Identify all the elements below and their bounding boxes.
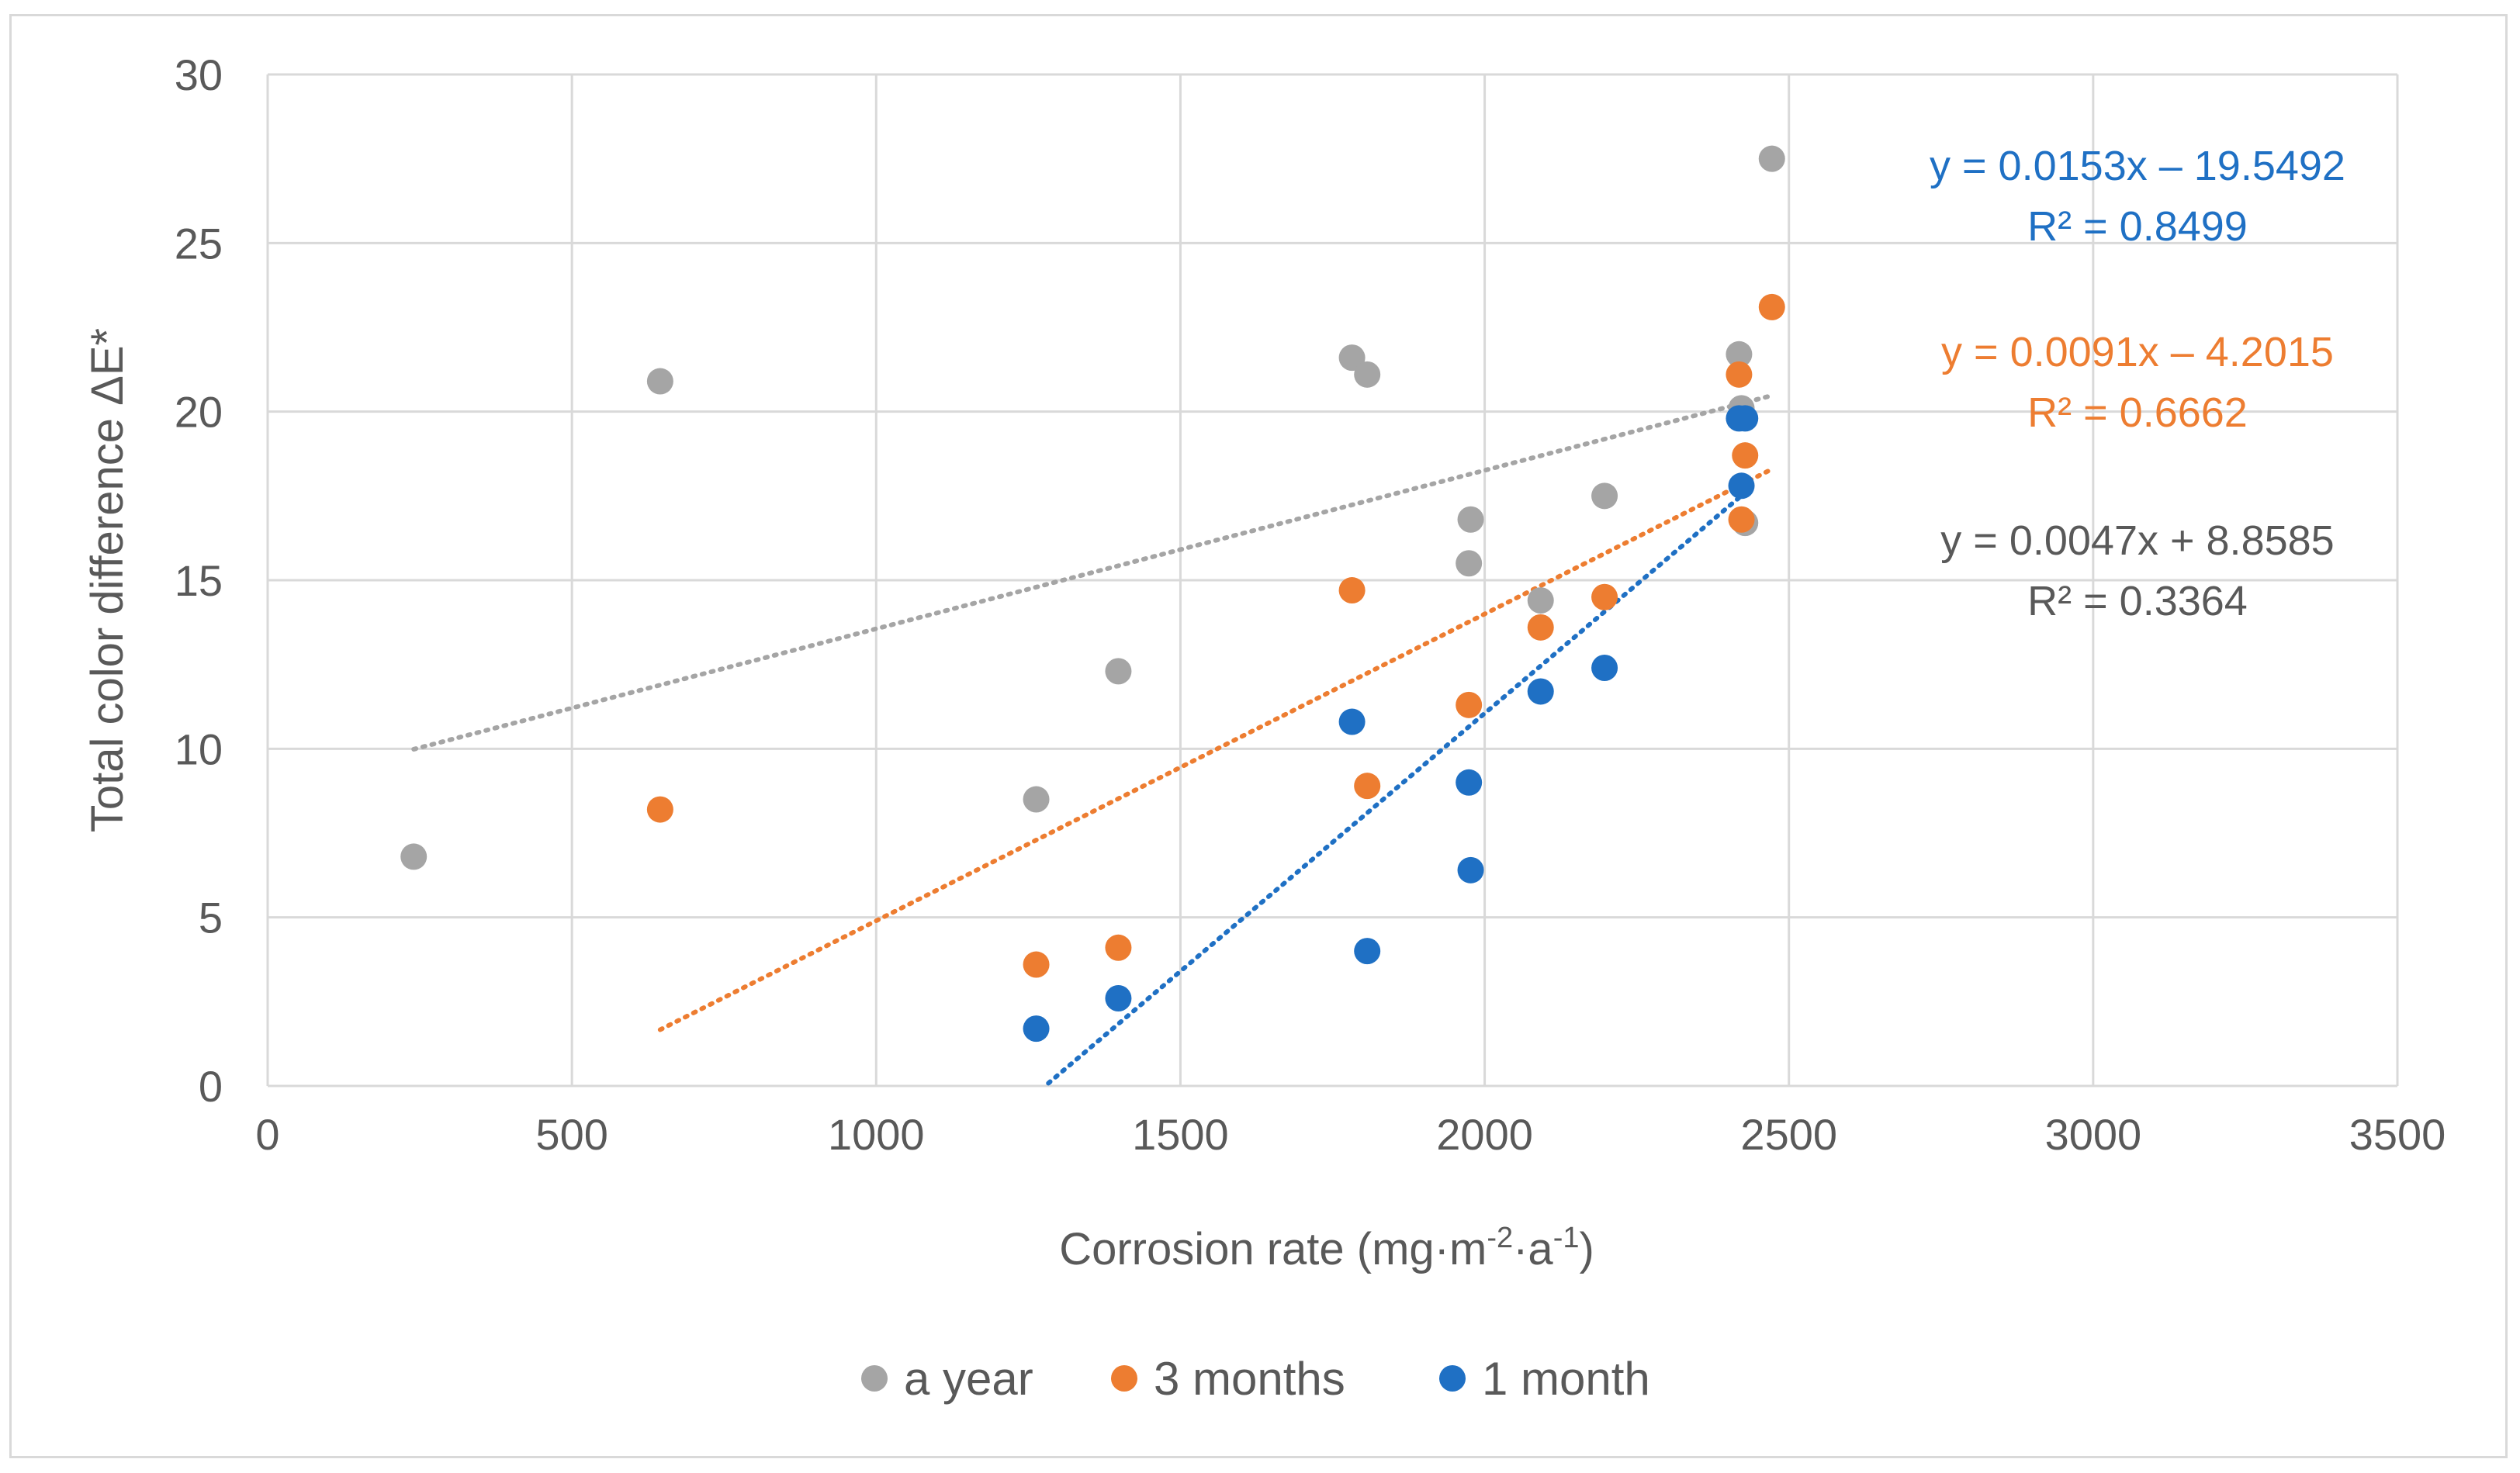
point-1-month — [1457, 856, 1484, 883]
point-3-months — [1728, 506, 1755, 533]
trendline-equations: y = 0.0047x + 8.8585 R² = 0.3364 y = 0.009… — [1930, 143, 2345, 624]
x-tick-label: 1500 — [1132, 1110, 1229, 1159]
trendline-a-year — [411, 392, 1774, 752]
point-a-year — [1457, 506, 1484, 533]
trendline-3-months — [657, 466, 1774, 1032]
point-a-year — [1758, 145, 1785, 172]
point-3-months — [1527, 614, 1554, 641]
tick-labels: 0 5 10 15 20 25 30 0 500 1000 1500 2000 2500 3000 3500 — [175, 50, 2446, 1159]
point-a-year — [1527, 587, 1554, 614]
x-tick-label: 2500 — [1740, 1110, 1837, 1159]
x-tick-label: 3000 — [2045, 1110, 2142, 1159]
point-1-month — [1728, 472, 1755, 500]
x-axis-title-end: ) — [1579, 1224, 1594, 1274]
point-a-year — [400, 843, 428, 870]
point-1-month — [1456, 769, 1483, 796]
point-a-year — [1023, 786, 1050, 813]
point-a-year — [1105, 658, 1132, 685]
point-a-year — [1456, 550, 1483, 577]
point-3-months — [1758, 293, 1785, 320]
legend-marker-3-months — [1111, 1365, 1137, 1392]
trendlines — [411, 392, 1774, 1086]
y-tick-label: 25 — [175, 219, 223, 268]
point-1-month — [1591, 655, 1618, 682]
equation-1-month: y = 0.0153x – 19.5492 — [1930, 143, 2345, 189]
legend-marker-1-month — [1439, 1365, 1466, 1392]
y-tick-label: 0 — [199, 1062, 223, 1111]
r-squared-3-months: R² = 0.6662 — [2027, 389, 2248, 436]
legend: a year 3 months 1 month — [861, 1353, 1650, 1405]
chart-frame — [9, 14, 2508, 1458]
legend-label-1-month: 1 month — [1482, 1353, 1650, 1405]
equation-3-months: y = 0.0091x – 4.2015 — [1941, 329, 2334, 375]
point-1-month — [1354, 938, 1381, 965]
y-tick-label: 5 — [199, 894, 223, 942]
point-3-months — [1456, 691, 1483, 718]
trendline-1-month — [1046, 490, 1748, 1086]
x-axis-title-mid: ·a — [1513, 1224, 1553, 1274]
y-tick-label: 10 — [175, 724, 223, 773]
x-axis-title-main: Corrosion rate (mg·m — [1059, 1224, 1487, 1274]
point-a-year — [1338, 344, 1366, 372]
grid-lines — [266, 73, 2399, 1087]
y-tick-label: 30 — [175, 50, 223, 99]
point-3-months — [1338, 577, 1366, 604]
x-axis-title-sup2: -1 — [1553, 1222, 1580, 1254]
point-1-month — [1338, 708, 1366, 735]
point-a-year — [1726, 341, 1753, 368]
point-1-month — [1023, 1015, 1050, 1043]
x-tick-label: 2000 — [1436, 1110, 1533, 1159]
x-axis-title-sup1: -2 — [1487, 1222, 1513, 1254]
x-tick-label: 500 — [535, 1110, 608, 1159]
equation-a-year: y = 0.0047x + 8.8585 — [1940, 517, 2334, 564]
point-3-months — [1105, 934, 1132, 961]
r-squared-a-year: R² = 0.3364 — [2027, 578, 2248, 624]
y-tick-label: 20 — [175, 388, 223, 437]
point-a-year — [646, 368, 673, 395]
point-a-year — [1591, 482, 1618, 510]
point-3-months — [1354, 773, 1381, 800]
legend-label-3-months: 3 months — [1154, 1353, 1345, 1405]
point-1-month — [1527, 678, 1554, 705]
legend-label-a-year: a year — [904, 1353, 1033, 1405]
point-3-months — [1591, 583, 1618, 610]
y-axis-title: Total color difference ΔE* — [82, 328, 133, 832]
x-tick-label: 0 — [255, 1110, 279, 1159]
data-points — [400, 145, 1785, 1043]
point-1-month — [1105, 984, 1132, 1011]
point-a-year — [1354, 361, 1381, 388]
point-1-month — [1732, 405, 1759, 432]
r-squared-1-month: R² = 0.8499 — [2027, 203, 2248, 250]
x-tick-label: 3500 — [2349, 1110, 2446, 1159]
y-tick-label: 15 — [175, 556, 223, 605]
point-3-months — [1732, 442, 1759, 469]
x-axis-title: Corrosion rate (mg·m-2·a-1) — [1059, 1222, 1594, 1274]
point-3-months — [1726, 361, 1753, 388]
legend-marker-a-year — [861, 1365, 888, 1392]
point-3-months — [646, 796, 673, 823]
point-3-months — [1023, 951, 1050, 978]
x-tick-label: 1000 — [828, 1110, 925, 1159]
